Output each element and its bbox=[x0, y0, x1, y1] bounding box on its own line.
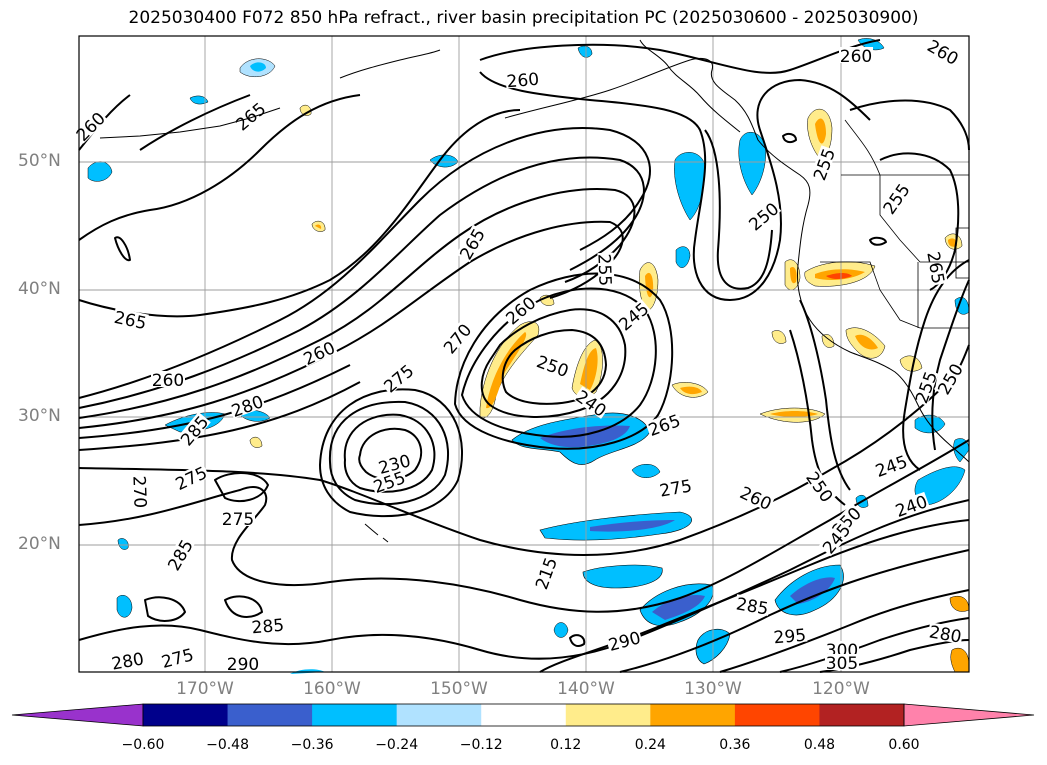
contour-label-bg bbox=[804, 467, 837, 505]
lon-label-140w: 140°W bbox=[557, 679, 615, 699]
colorbar-tick-label: 0.48 bbox=[803, 737, 836, 753]
contour-label-bg bbox=[72, 108, 108, 144]
contour-label-bg bbox=[597, 252, 615, 288]
contour-label: 255 bbox=[593, 253, 614, 286]
contour-label-bg bbox=[892, 491, 930, 519]
colorbar-extend-min bbox=[11, 703, 144, 727]
contour-label-bg bbox=[573, 386, 611, 419]
contour-label-bg bbox=[379, 360, 417, 395]
contour-label-bg bbox=[505, 69, 541, 89]
contour-label-bg bbox=[734, 594, 771, 616]
contour-label-bg bbox=[151, 371, 185, 387]
colorbar-segment bbox=[734, 704, 820, 726]
contour-label: 290 bbox=[227, 655, 259, 675]
coastlines bbox=[99, 39, 970, 543]
colorbar-tick-label: 0.36 bbox=[719, 737, 751, 753]
map-frame bbox=[78, 35, 970, 673]
contour-label: 260 bbox=[152, 371, 184, 391]
lon-label-150w: 150°W bbox=[430, 679, 488, 699]
contour-label-bg bbox=[809, 145, 837, 183]
contour-label-bg bbox=[231, 98, 269, 133]
contour-label-bg bbox=[250, 615, 286, 635]
contour-label-bg bbox=[927, 622, 964, 644]
contour-label-bg bbox=[171, 462, 210, 492]
contour-label-bg bbox=[176, 411, 211, 449]
lon-label-130w: 130°W bbox=[684, 679, 742, 699]
lat-label-30n: 30°N bbox=[18, 406, 61, 426]
chart-title: 2025030400 F072 850 hPa refract., river … bbox=[128, 8, 919, 28]
colorbar-tick-label: −0.24 bbox=[375, 737, 419, 753]
colorbar-segment bbox=[312, 704, 398, 726]
contour-label-bg bbox=[879, 179, 912, 217]
colorbar-tick-label: −0.60 bbox=[121, 737, 165, 753]
contour-label-bg bbox=[534, 351, 572, 379]
contour-label-bg bbox=[645, 410, 683, 438]
lat-label-40n: 40°N bbox=[18, 279, 61, 299]
colorbar-segment bbox=[565, 704, 651, 726]
colorbar-tick-label: −0.12 bbox=[459, 737, 503, 753]
contour-label-bg bbox=[375, 450, 413, 476]
colorbar-segment bbox=[650, 704, 736, 726]
contour-label-bg bbox=[839, 47, 873, 63]
contour-label-bg bbox=[744, 198, 782, 233]
contour-label-bg bbox=[163, 535, 195, 574]
contour-label-bg bbox=[531, 554, 559, 592]
lat-label-50n: 50°N bbox=[18, 151, 61, 171]
contour-label-bg bbox=[226, 655, 260, 671]
contour-label-bg bbox=[825, 654, 859, 670]
colorbar bbox=[11, 703, 1035, 727]
contour-label-bg bbox=[924, 35, 963, 67]
lon-label-120w: 120°W bbox=[812, 679, 870, 699]
contour-label: 260 bbox=[506, 70, 540, 93]
colorbar-tick-label: −0.36 bbox=[290, 737, 334, 753]
contour-label-bg bbox=[737, 482, 776, 512]
contour-label: 260 bbox=[840, 47, 872, 67]
contour-label-bg bbox=[132, 474, 150, 510]
contour-label-bg bbox=[605, 627, 643, 653]
shaded-anomalies bbox=[87, 38, 970, 674]
contour-label: 275 bbox=[222, 510, 254, 530]
contour-label-bg bbox=[370, 467, 408, 495]
lat-label-20n: 20°N bbox=[18, 534, 61, 554]
colorbar-tick-label: 0.12 bbox=[550, 737, 582, 753]
lon-label-160w: 160°W bbox=[303, 679, 361, 699]
colorbar-segment bbox=[819, 704, 905, 726]
contour-label-bg bbox=[926, 249, 948, 286]
contour-label-bg bbox=[439, 319, 474, 357]
colorbar-segment bbox=[143, 704, 229, 726]
colorbar-extend-max bbox=[903, 703, 1035, 727]
contour-label: 285 bbox=[251, 616, 285, 639]
contour-label-bg bbox=[109, 649, 146, 671]
contour-label-bg bbox=[911, 368, 939, 406]
colorbar-tick-label: 0.60 bbox=[888, 737, 920, 753]
colorbar-segment bbox=[396, 704, 482, 726]
contour-label-bg bbox=[825, 641, 859, 657]
colorbar-tick-label: 0.24 bbox=[634, 737, 666, 753]
contour-label-bg bbox=[158, 644, 196, 670]
lon-label-170w: 170°W bbox=[176, 679, 234, 699]
contour-label-bg bbox=[933, 359, 965, 398]
contour-label-bg bbox=[221, 510, 255, 526]
colorbar-segment bbox=[227, 704, 313, 726]
colorbar-segment bbox=[481, 704, 567, 726]
colorbar-frame bbox=[142, 703, 905, 727]
contour-label-bg bbox=[872, 451, 910, 479]
contour-label-bg bbox=[112, 307, 149, 331]
contour-label-bg bbox=[657, 476, 694, 498]
contour-label-bg bbox=[299, 337, 338, 367]
contour-label-bg bbox=[501, 292, 539, 327]
contour-label-bg bbox=[455, 224, 487, 263]
contour-label: 305 bbox=[826, 654, 858, 674]
contour-label-bg bbox=[228, 391, 266, 419]
contour-label-bg bbox=[772, 625, 808, 645]
contour-label-bg bbox=[614, 298, 652, 333]
contour-label-bg bbox=[818, 519, 853, 557]
contour-label: 270 bbox=[128, 475, 149, 508]
colorbar-tick-label: −0.48 bbox=[206, 737, 249, 753]
contour-label: 295 bbox=[773, 626, 807, 649]
